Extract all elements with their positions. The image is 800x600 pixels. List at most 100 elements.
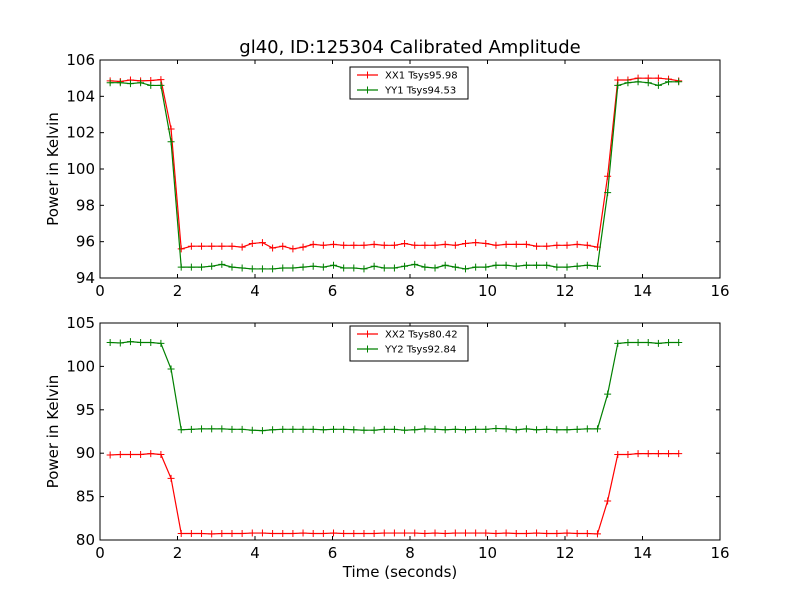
x-tick-label: 0 [95, 544, 105, 562]
data-point [390, 425, 398, 433]
data-point [543, 529, 551, 537]
data-point [461, 265, 469, 273]
data-point [665, 78, 673, 86]
data-point [563, 241, 571, 249]
data-point [604, 189, 612, 197]
data-point [533, 242, 541, 250]
data-point [573, 425, 581, 433]
data-point [604, 172, 612, 180]
data-point [299, 243, 307, 251]
data-point [208, 530, 216, 538]
data-point [593, 530, 601, 538]
x-tick-label: 14 [633, 282, 652, 300]
data-point [208, 425, 216, 433]
data-point [289, 529, 297, 537]
data-point [451, 529, 459, 537]
data-point [187, 242, 195, 250]
data-point [137, 339, 145, 347]
data-point [340, 241, 348, 249]
x-tick-label: 6 [328, 282, 338, 300]
data-point [512, 426, 520, 434]
series-markers-2 [106, 338, 683, 435]
data-point [380, 529, 388, 537]
data-point [593, 262, 601, 270]
data-point [299, 529, 307, 537]
data-point [634, 78, 642, 86]
y-tick-label: 100 [66, 357, 95, 375]
data-point [482, 529, 490, 537]
legend-marker [364, 71, 371, 79]
data-point [380, 425, 388, 433]
y-tick-label: 105 [66, 314, 95, 332]
data-point [654, 450, 662, 458]
data-point [258, 427, 266, 435]
data-point [512, 240, 520, 248]
data-point [421, 263, 429, 271]
data-point [279, 264, 287, 272]
y-axis-label: Power in Kelvin [44, 112, 62, 226]
data-point [492, 424, 500, 432]
data-point [522, 529, 530, 537]
data-point [208, 262, 216, 270]
data-point [502, 240, 510, 248]
legend-marker [364, 330, 371, 338]
data-point [502, 261, 510, 269]
data-point [583, 425, 591, 433]
data-point [553, 241, 561, 249]
series-markers-1 [106, 450, 683, 538]
data-point [370, 262, 378, 270]
data-point [167, 474, 175, 482]
data-point [411, 426, 419, 434]
x-tick-label: 4 [250, 282, 260, 300]
data-point [167, 365, 175, 373]
bottom-subplot: 0 2 4 6 8 10 12 14 16 80 85 90 95 100 105 Power in Kelv… [44, 314, 730, 581]
data-point [644, 79, 652, 87]
y-tick-label: 80 [76, 531, 95, 549]
data-point [147, 450, 155, 458]
legend-marker [364, 345, 371, 353]
data-point [472, 529, 480, 537]
data-point [116, 451, 124, 458]
data-point [583, 261, 591, 269]
data-point [208, 242, 216, 250]
data-point [330, 425, 338, 433]
data-point [624, 79, 632, 87]
data-point [421, 241, 429, 249]
data-point [563, 426, 571, 434]
data-point [461, 239, 469, 247]
data-point [238, 529, 246, 537]
data-point [147, 339, 155, 347]
data-point [401, 262, 409, 270]
data-point [502, 529, 510, 537]
data-point [198, 425, 206, 433]
data-point [522, 425, 530, 433]
data-point [228, 263, 236, 271]
data-point [390, 529, 398, 537]
data-point [299, 263, 307, 271]
data-point [614, 81, 622, 89]
data-point [177, 426, 185, 434]
x-tick-label: 0 [95, 282, 105, 300]
data-point [492, 261, 500, 269]
data-point [431, 425, 439, 433]
data-point [644, 450, 652, 458]
data-point [553, 263, 561, 271]
data-point [421, 529, 429, 537]
data-point [248, 265, 256, 273]
data-point [644, 339, 652, 347]
data-point [309, 529, 317, 537]
x-tick-label: 12 [555, 544, 574, 562]
x-tick-label: 2 [173, 544, 183, 562]
data-point [472, 425, 480, 433]
data-point [157, 339, 165, 347]
data-point [218, 242, 226, 250]
data-point [228, 242, 236, 250]
data-point [289, 425, 297, 433]
y-axis-label: Power in Kelvin [44, 375, 62, 489]
data-point [238, 243, 246, 251]
data-point [248, 529, 256, 537]
data-point [106, 451, 114, 459]
data-point [482, 263, 490, 271]
y-tick-label: 106 [66, 51, 95, 69]
